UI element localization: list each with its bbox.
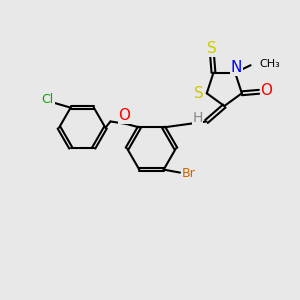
Text: O: O	[260, 83, 272, 98]
Text: Cl: Cl	[42, 93, 54, 106]
Text: N: N	[231, 60, 242, 75]
Text: Br: Br	[182, 167, 195, 180]
Text: CH₃: CH₃	[260, 59, 280, 69]
Text: S: S	[194, 86, 203, 101]
Text: O: O	[118, 108, 130, 123]
Text: H: H	[192, 111, 203, 125]
Text: S: S	[207, 41, 217, 56]
